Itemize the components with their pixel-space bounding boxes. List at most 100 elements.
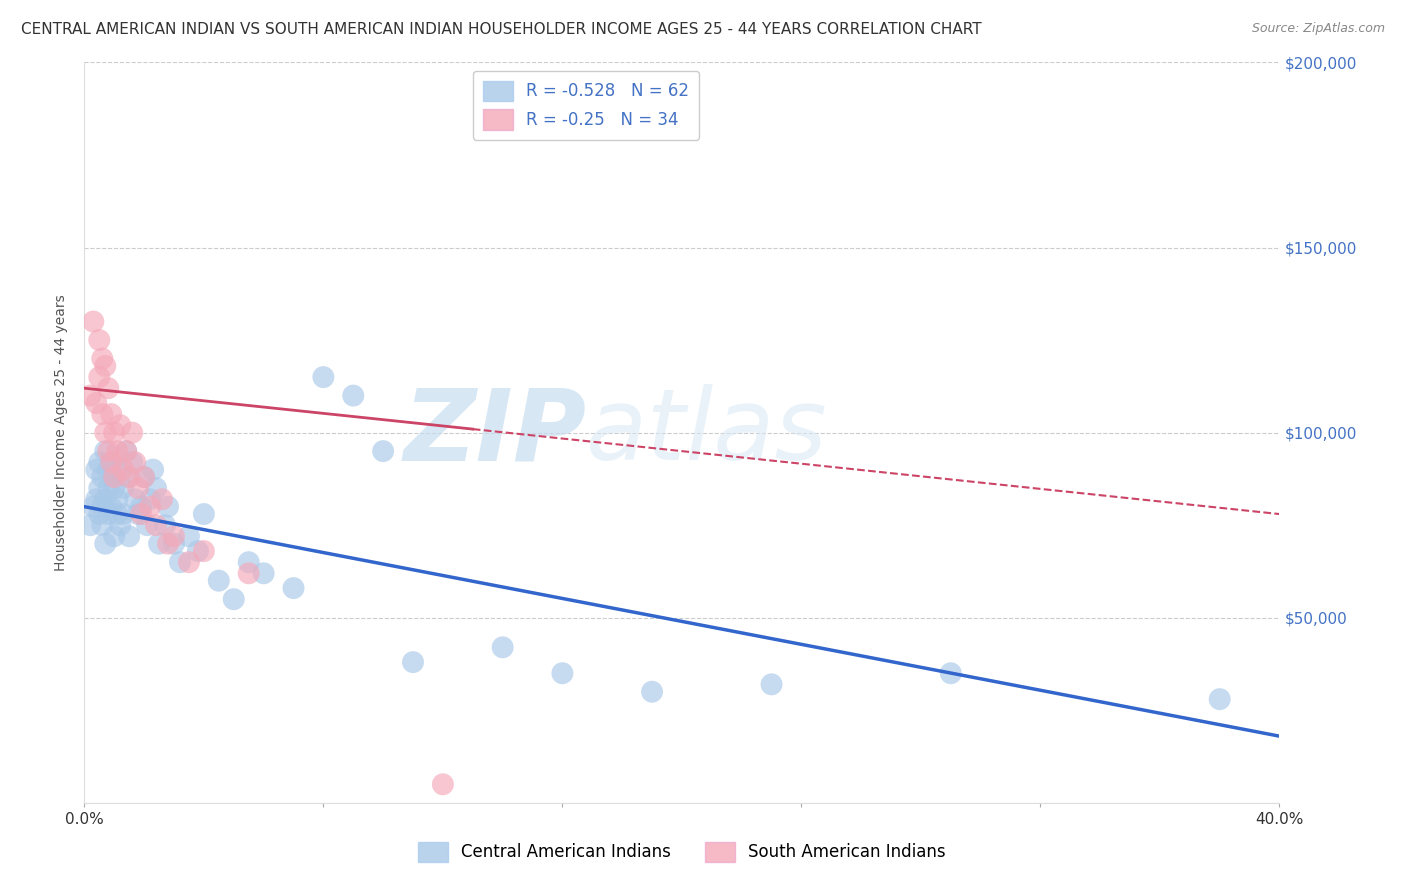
Point [82,500,104,514]
Point [105,507,128,521]
Point [283,581,305,595]
Point [103,529,125,543]
Point [103,481,125,495]
Point [238,555,260,569]
Point [312,370,335,384]
Point [193,544,215,558]
Point [132,470,156,484]
Point [97,444,120,458]
Point [177,529,200,543]
Point [129,507,152,521]
Point [94,425,117,440]
Point [103,470,125,484]
Point [94,359,117,373]
Point [89,370,111,384]
Point [373,444,395,458]
Point [193,507,215,521]
Legend: Central American Indians, South American Indians: Central American Indians, South American… [412,835,952,869]
Point [105,444,128,458]
Point [139,492,162,507]
Point [1209,692,1232,706]
Point [153,518,176,533]
Point [132,470,156,484]
Point [86,396,108,410]
Point [115,444,138,458]
Point [169,555,191,569]
Point [89,481,111,495]
Point [94,536,117,550]
Point [97,507,120,521]
Point [118,470,141,484]
Point [100,500,122,514]
Text: ZIP: ZIP [404,384,586,481]
Point [110,418,132,433]
Point [100,407,122,421]
Point [94,444,117,458]
Point [91,407,114,421]
Point [136,518,159,533]
Point [142,462,165,476]
Point [103,425,125,440]
Point [100,455,122,469]
Point [402,655,425,669]
Point [641,685,664,699]
Point [208,574,231,588]
Point [121,425,143,440]
Point [115,444,138,458]
Point [110,462,132,476]
Point [110,518,132,533]
Point [124,455,146,469]
Point [127,507,149,521]
Point [121,455,143,469]
Point [118,470,141,484]
Point [91,470,114,484]
Y-axis label: Householder Income Ages 25 - 44 years: Householder Income Ages 25 - 44 years [55,294,69,571]
Point [86,462,108,476]
Point [91,351,114,366]
Text: atlas: atlas [586,384,828,481]
Point [79,388,101,402]
Point [145,481,167,495]
Point [91,500,114,514]
Point [127,481,149,495]
Point [112,462,135,476]
Point [112,507,135,521]
Point [187,544,209,558]
Point [103,470,125,484]
Point [177,555,200,569]
Point [939,666,962,681]
Point [238,566,260,581]
Point [89,455,111,469]
Point [97,381,120,395]
Text: CENTRAL AMERICAN INDIAN VS SOUTH AMERICAN INDIAN HOUSEHOLDER INCOME AGES 25 - 44: CENTRAL AMERICAN INDIAN VS SOUTH AMERICA… [21,22,981,37]
Point [342,388,364,402]
Point [97,481,120,495]
Point [157,500,180,514]
Point [118,529,141,543]
Point [105,492,128,507]
Point [124,492,146,507]
Point [148,536,170,550]
Point [163,536,186,550]
Point [89,507,111,521]
Point [551,666,574,681]
Point [94,492,117,507]
Point [129,500,152,514]
Point [97,462,120,476]
Point [432,777,454,791]
Point [79,518,101,533]
Point [150,492,173,507]
Text: Source: ZipAtlas.com: Source: ZipAtlas.com [1251,22,1385,36]
Point [157,536,180,550]
Point [100,455,122,469]
Point [145,518,167,533]
Point [86,492,108,507]
Point [112,481,135,495]
Point [253,566,276,581]
Point [139,500,162,514]
Point [761,677,783,691]
Point [163,529,186,543]
Point [222,592,245,607]
Point [82,314,104,328]
Point [89,333,111,347]
